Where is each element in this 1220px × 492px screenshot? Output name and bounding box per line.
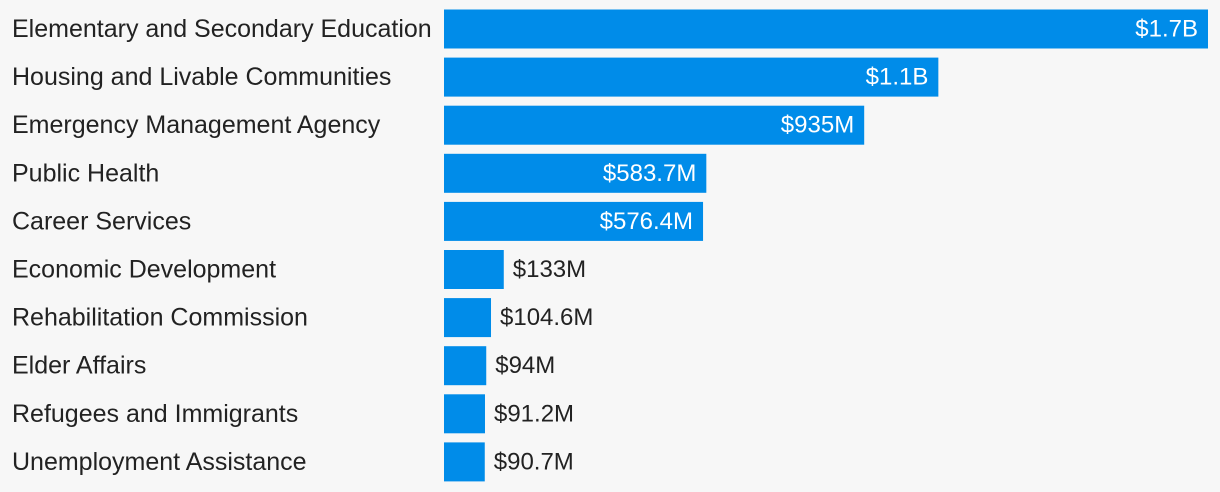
data-label: $1.1B — [866, 64, 929, 91]
bar — [444, 298, 492, 338]
bar-row: Career Services $576.4M — [12, 201, 704, 241]
category-label: Emergency Management Agency — [12, 111, 381, 139]
data-label: $576.4M — [600, 208, 693, 235]
data-label: $104.6M — [500, 304, 593, 331]
bar — [444, 57, 939, 97]
bar-row: Rehabilitation Commission $104.6M — [12, 298, 593, 338]
category-label: Housing and Livable Communities — [12, 63, 391, 91]
bar — [444, 250, 504, 289]
bar — [444, 153, 707, 193]
category-label: Public Health — [12, 159, 159, 187]
bar-row: Elementary and Secondary Education $1.7B — [12, 9, 1208, 49]
data-label: $90.7M — [494, 448, 574, 475]
data-label: $583.7M — [603, 160, 696, 187]
category-label: Rehabilitation Commission — [12, 304, 308, 332]
bar — [444, 105, 865, 145]
bar-row: Elder Affairs $94M — [12, 346, 555, 386]
bar-row: Unemployment Assistance $90.7M — [12, 442, 574, 482]
category-label: Elder Affairs — [12, 352, 146, 380]
category-label: Elementary and Secondary Education — [12, 15, 432, 43]
data-label: $94M — [495, 352, 555, 379]
category-label: Economic Development — [12, 256, 276, 284]
data-label: $133M — [513, 256, 586, 283]
data-label: $91.2M — [494, 400, 574, 427]
bar — [444, 394, 485, 434]
bar-row: Refugees and Immigrants $91.2M — [12, 394, 574, 434]
bar — [444, 9, 1208, 49]
category-label: Unemployment Assistance — [12, 448, 307, 476]
bar-row: Public Health $583.7M — [12, 153, 707, 193]
bar — [444, 201, 704, 241]
bar-row: Emergency Management Agency $935M — [12, 105, 865, 145]
bar — [444, 346, 487, 386]
bar — [444, 442, 485, 482]
data-label: $1.7B — [1135, 16, 1198, 43]
category-label: Refugees and Immigrants — [12, 400, 298, 428]
data-label: $935M — [781, 112, 854, 139]
bar-row: Economic Development $133M — [12, 250, 586, 289]
category-label: Career Services — [12, 207, 191, 235]
bar-row: Housing and Livable Communities $1.1B — [12, 57, 939, 97]
